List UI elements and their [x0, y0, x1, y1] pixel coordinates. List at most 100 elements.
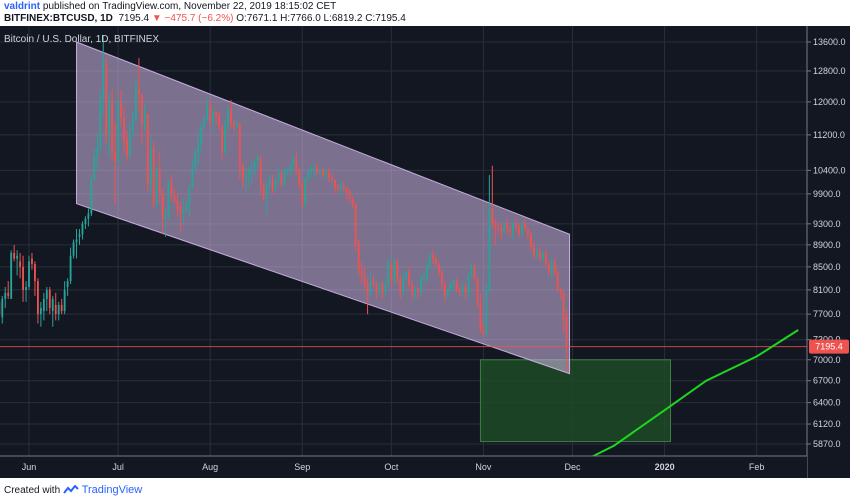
- time-tick-label: Nov: [475, 462, 492, 472]
- candle-body: [87, 213, 90, 219]
- time-axis-panel: [0, 456, 807, 478]
- candle-body: [256, 156, 259, 162]
- candle-body: [366, 284, 369, 293]
- candle: [304, 177, 307, 209]
- candle-body: [313, 168, 316, 171]
- candle-body: [464, 286, 467, 293]
- candle-body: [518, 226, 520, 235]
- candle: [200, 122, 203, 153]
- candle: [521, 221, 523, 237]
- candle-body: [467, 275, 470, 293]
- tradingview-brand[interactable]: TradingView: [81, 484, 143, 496]
- candle-body: [182, 211, 185, 214]
- candle: [123, 105, 125, 153]
- price-tick-label: 9300.0: [813, 219, 841, 229]
- candle-body: [437, 264, 440, 273]
- candle: [117, 97, 120, 166]
- candle-body: [482, 329, 485, 334]
- candle: [185, 201, 188, 212]
- candle: [506, 218, 509, 235]
- candle-body: [440, 272, 443, 285]
- candle-body: [378, 284, 381, 293]
- candle-body: [553, 261, 556, 273]
- candle-body: [310, 170, 313, 172]
- candle: [461, 284, 464, 296]
- candle-body: [271, 179, 274, 190]
- moving-average-line: [572, 329, 799, 468]
- candle-body: [241, 165, 244, 180]
- candle: [224, 120, 226, 155]
- chart-title: Bitcoin / U.S. Dollar, 1D, BITFINEX: [4, 34, 159, 45]
- candle: [60, 298, 63, 315]
- candle: [369, 272, 372, 296]
- candle: [167, 179, 170, 219]
- candle: [78, 229, 81, 245]
- candle: [512, 221, 515, 240]
- candle-body: [360, 269, 363, 276]
- candle: [339, 181, 342, 194]
- candle-body: [259, 158, 262, 185]
- candle: [31, 253, 33, 270]
- candle: [431, 250, 434, 265]
- candle-body: [99, 97, 102, 148]
- candle: [140, 93, 143, 144]
- last-price-badge-label: 7195.4: [815, 342, 843, 352]
- candle-body: [4, 292, 7, 299]
- candle-body: [473, 266, 476, 279]
- candle: [48, 286, 51, 315]
- price-tick-label: 6700.0: [813, 376, 841, 386]
- candle: [518, 223, 520, 237]
- candle: [54, 292, 57, 321]
- candle: [307, 168, 310, 182]
- footer: Created with TradingView: [0, 479, 850, 502]
- candle: [137, 58, 140, 110]
- candle: [126, 130, 128, 162]
- candle: [209, 99, 212, 127]
- candle-body: [497, 226, 500, 230]
- candle-body: [84, 218, 87, 224]
- candle-body: [140, 93, 143, 125]
- candle-body: [238, 124, 241, 166]
- candle-body: [185, 206, 188, 212]
- candle-body: [509, 229, 512, 232]
- candle-body: [117, 101, 120, 162]
- candle: [99, 90, 102, 153]
- username-link[interactable]: valdrint: [4, 1, 41, 12]
- candle: [360, 261, 363, 285]
- candle: [134, 78, 137, 123]
- candle-body: [562, 292, 565, 321]
- candle-body: [137, 88, 140, 94]
- candle: [381, 281, 384, 299]
- candle: [384, 278, 387, 296]
- price-chart[interactable]: 13600.0 12800.0 12000.0 11200.0 10400.0 9900.…: [0, 26, 850, 478]
- last-price: 7195.4: [118, 13, 150, 24]
- candle: [114, 122, 117, 204]
- candle-body: [503, 223, 506, 232]
- candle-body: [78, 234, 81, 237]
- candle: [485, 284, 488, 337]
- candle: [111, 90, 114, 162]
- candle-body: [25, 286, 27, 290]
- candle-body: [417, 289, 419, 293]
- candle: [535, 247, 538, 259]
- symbol-name: BITFINEX:BTCUSD, 1D: [4, 13, 113, 24]
- candle-body: [381, 284, 384, 293]
- candle-body: [16, 255, 19, 259]
- candle: [235, 120, 238, 129]
- candle-body: [461, 286, 464, 293]
- candle: [298, 168, 301, 190]
- candle: [411, 281, 414, 299]
- candle-body: [434, 258, 437, 265]
- candle-body: [265, 184, 268, 199]
- candle-body: [57, 304, 60, 315]
- candle: [93, 147, 96, 180]
- candle-body: [268, 179, 271, 185]
- candle: [10, 250, 13, 299]
- chart-area[interactable]: 13600.0 12800.0 12000.0 11200.0 10400.0 9900.…: [0, 26, 850, 478]
- candle-body: [51, 298, 54, 312]
- candle: [443, 281, 446, 302]
- candle-body: [387, 261, 390, 285]
- candle: [331, 172, 333, 182]
- candle: [455, 278, 458, 293]
- descending-channel: [76, 41, 571, 375]
